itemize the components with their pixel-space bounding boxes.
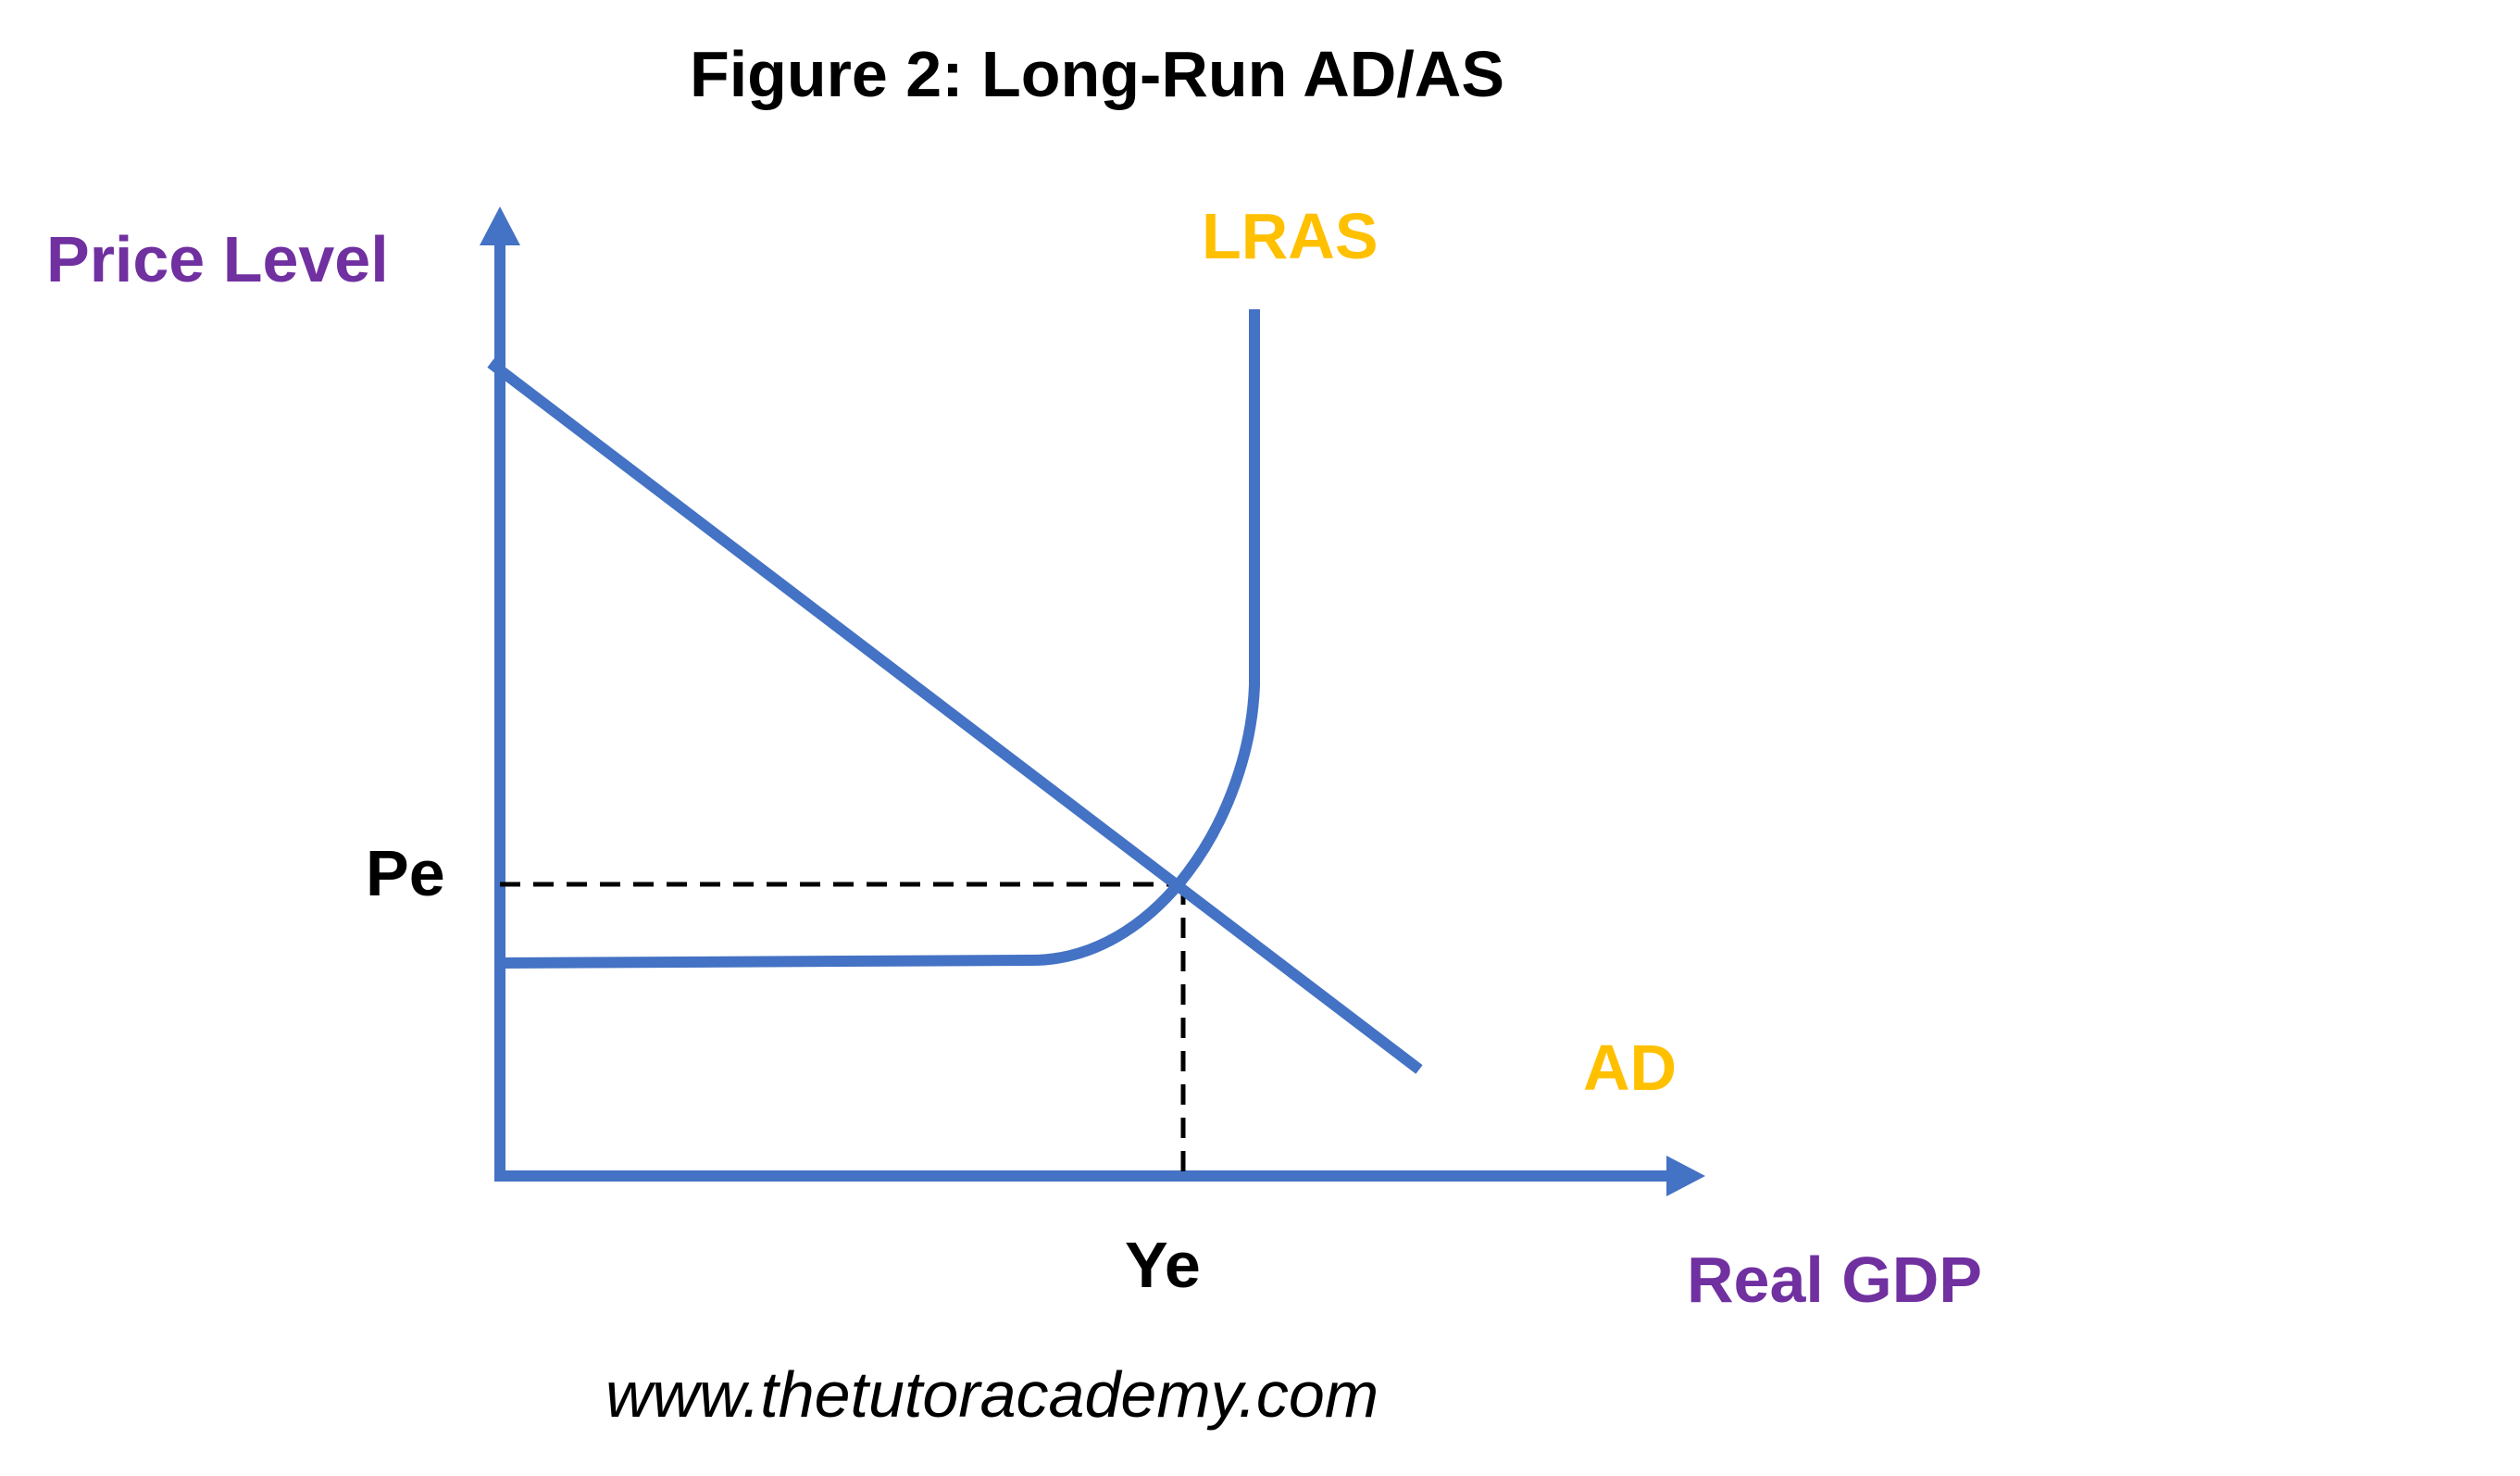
y-axis-arrowhead [480, 206, 520, 245]
figure-title: Figure 2: Long-Run AD/AS [690, 38, 1504, 110]
x-axis-title: Real GDP [1687, 1244, 1982, 1316]
axes [480, 206, 1705, 1196]
x-axis-arrowhead [1666, 1156, 1705, 1196]
ye-label: Ye [1125, 1229, 1201, 1301]
lras-curve [499, 309, 1260, 969]
website-url: www.thetutoracademy.com [605, 1358, 1379, 1431]
ad-label: AD [1583, 1032, 1677, 1104]
lras-label: LRAS [1202, 200, 1379, 272]
ad-curve [487, 358, 1423, 1074]
pe-label: Pe [366, 837, 445, 909]
y-axis-title: Price Level [46, 223, 389, 295]
